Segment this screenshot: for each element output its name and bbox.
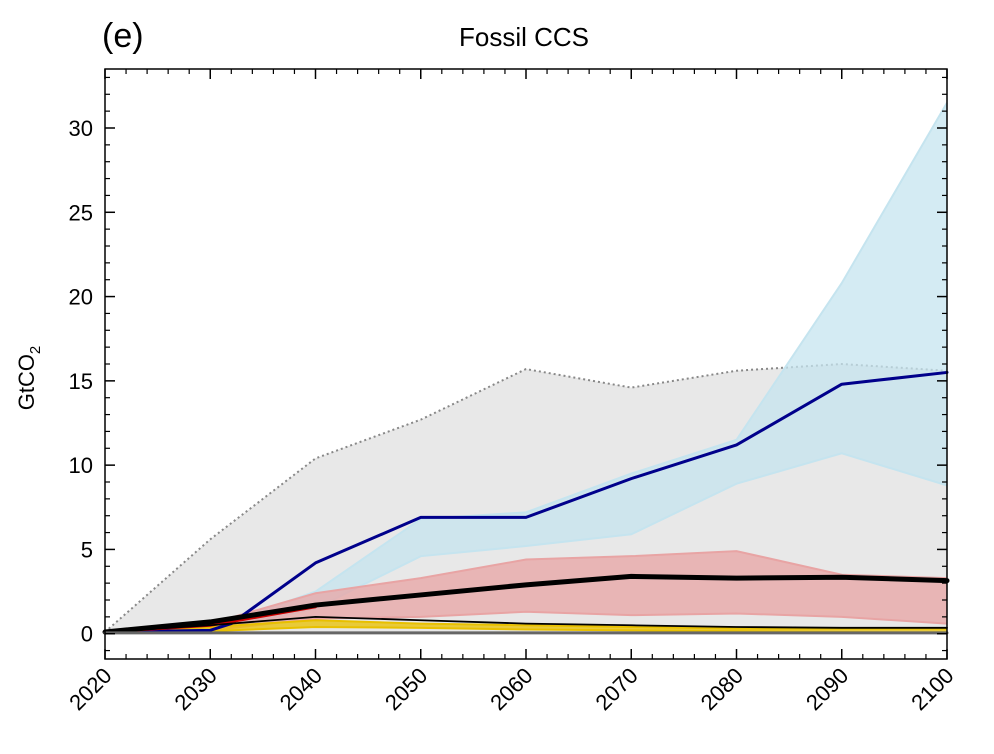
band-1-fill	[105, 102, 947, 633]
series-line-2	[104, 615, 948, 633]
y-tick-label: 25	[69, 200, 93, 225]
axis-ticks	[104, 69, 948, 659]
x-tick-label: 2090	[801, 663, 853, 715]
y-axis-label-subscript: 2	[27, 346, 44, 354]
x-tick-label: 2080	[696, 663, 748, 715]
series-line-0	[103, 370, 949, 634]
x-tick-label: 2020	[64, 663, 116, 715]
y-tick-label: 10	[69, 453, 93, 478]
y-tick-label: 0	[81, 622, 93, 647]
series-line-3	[102, 573, 950, 635]
panel-label: (e)	[102, 17, 144, 55]
x-tick-label: 2100	[906, 663, 958, 715]
y-tick-label: 15	[69, 369, 93, 394]
y-axis-label-main: GtCO	[14, 354, 39, 410]
plot-frame	[104, 68, 948, 660]
uncertainty-bands	[104, 102, 948, 634]
x-tick-label: 2030	[169, 663, 221, 715]
y-tick-label: 5	[81, 537, 93, 562]
y-tick-label: 20	[69, 285, 93, 310]
series-lines	[102, 370, 950, 635]
x-tick-label: 2050	[380, 663, 432, 715]
band-2-fill	[105, 551, 947, 633]
y-axis-label: GtCO2	[14, 346, 44, 411]
band-3-upper-edge	[104, 619, 947, 634]
band-3-fill	[105, 620, 947, 633]
y-tick-label: 30	[69, 116, 93, 141]
x-tick-label: 2040	[275, 663, 327, 715]
chart-title: Fossil CCS	[459, 22, 589, 52]
x-tick-label: 2060	[485, 663, 537, 715]
x-tick-label: 2070	[590, 663, 642, 715]
